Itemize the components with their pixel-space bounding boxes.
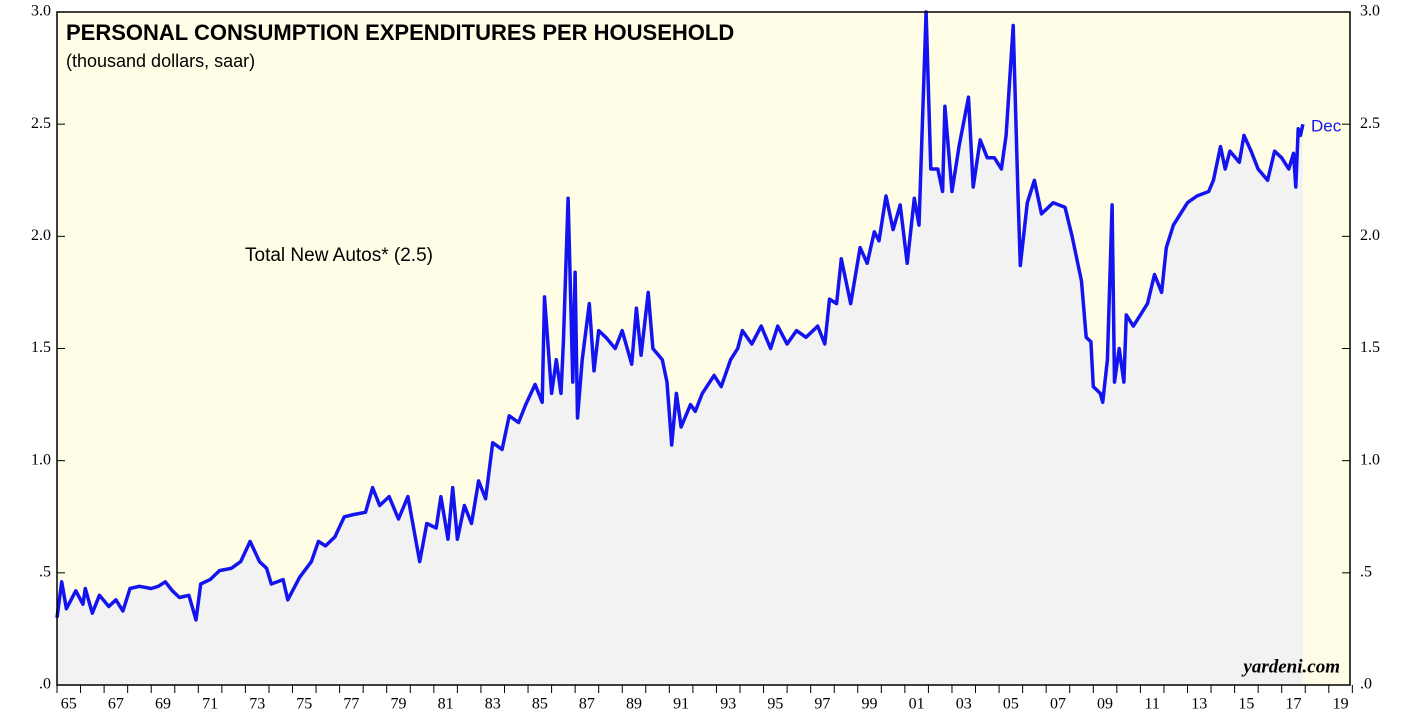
y2-tick-label: 1.5	[1360, 339, 1380, 356]
x-tick-label: 13	[1191, 696, 1207, 713]
y-tick-label: 2.0	[31, 227, 51, 244]
x-tick-label: 91	[673, 696, 689, 713]
x-tick-label: 11	[1144, 696, 1159, 713]
chart-title: PERSONAL CONSUMPTION EXPENDITURES PER HO…	[66, 20, 734, 45]
y2-tick-label: 1.0	[1360, 451, 1380, 468]
x-tick-label: 07	[1050, 696, 1066, 713]
y-tick-label: .0	[39, 676, 51, 693]
x-tick-label: 95	[767, 696, 783, 713]
x-tick-label: 67	[108, 696, 124, 713]
area-fill	[57, 12, 1303, 685]
x-tick-label: 99	[862, 696, 878, 713]
x-tick-label: 65	[61, 696, 77, 713]
y2-tick-label: 3.0	[1360, 3, 1380, 20]
x-tick-label: 83	[485, 696, 501, 713]
y2-tick-label: .0	[1360, 676, 1372, 693]
y2-tick-label: 2.0	[1360, 227, 1380, 244]
x-tick-label: 09	[1097, 696, 1113, 713]
source: yardeni.com	[1241, 656, 1340, 677]
end-label: Dec	[1311, 116, 1342, 135]
x-tick-label: 03	[956, 696, 972, 713]
y-tick-label: .5	[39, 564, 51, 581]
x-tick-label: 73	[249, 696, 265, 713]
y-tick-label: 2.5	[31, 115, 51, 132]
x-tick-label: 75	[296, 696, 312, 713]
x-tick-label: 79	[391, 696, 407, 713]
annotation: Total New Autos* (2.5)	[245, 245, 433, 266]
line-series	[55, 10, 1305, 622]
x-tick-label: 81	[438, 696, 454, 713]
y2-tick-label: 2.5	[1360, 115, 1380, 132]
y-tick-label: 3.0	[31, 3, 51, 20]
chart-subtitle: (thousand dollars, saar)	[66, 51, 255, 71]
x-tick-label: 05	[1003, 696, 1019, 713]
x-tick-label: 15	[1238, 696, 1254, 713]
y2-tick-label: .5	[1360, 564, 1372, 581]
x-tick-label: 71	[202, 696, 218, 713]
y-tick-label: 1.0	[31, 451, 51, 468]
x-tick-label: 85	[532, 696, 548, 713]
x-tick-label: 89	[626, 696, 642, 713]
y-tick-label: 1.5	[31, 339, 51, 356]
x-tick-label: 01	[909, 696, 925, 713]
x-tick-label: 69	[155, 696, 171, 713]
x-tick-label: 19	[1333, 696, 1349, 713]
x-tick-label: 77	[343, 696, 359, 713]
x-tick-label: 93	[720, 696, 736, 713]
x-tick-label: 97	[814, 696, 830, 713]
x-tick-label: 17	[1285, 696, 1301, 713]
x-tick-label: 87	[579, 696, 595, 713]
